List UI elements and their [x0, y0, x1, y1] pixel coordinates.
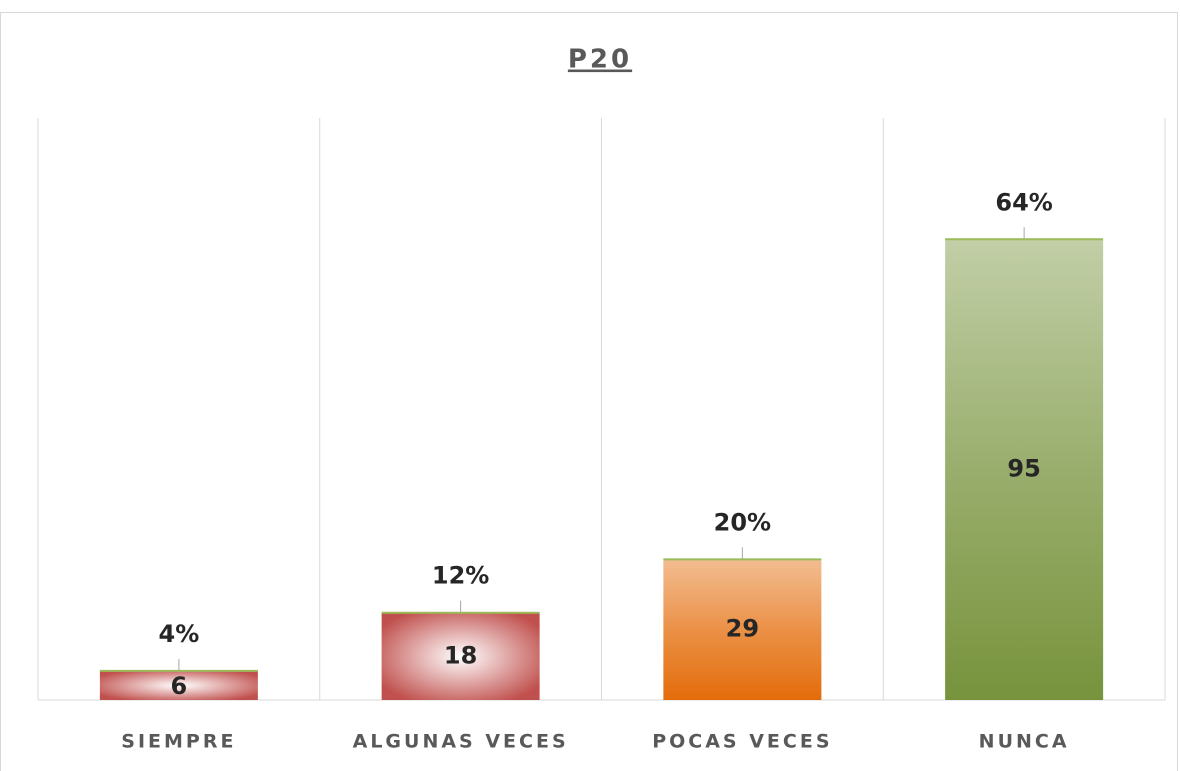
chart-title: P20	[568, 45, 632, 75]
bar-value-label: 18	[444, 641, 477, 669]
x-tick-label: ALGUNAS VECES	[353, 731, 569, 753]
bar-value-label: 95	[1007, 455, 1040, 483]
bar	[381, 612, 540, 700]
x-tick-label: POCAS VECES	[652, 731, 832, 753]
bar-value-label: 6	[171, 672, 188, 700]
percentage-label: 64%	[995, 188, 1052, 216]
percentage-label: 4%	[159, 620, 200, 648]
bar	[945, 239, 1104, 700]
x-tick-label: SIEMPRE	[121, 731, 236, 753]
bar-value-label: 29	[726, 615, 759, 643]
bar	[663, 559, 822, 700]
percentage-label: 12%	[432, 562, 489, 590]
x-tick-label: NUNCA	[979, 731, 1070, 753]
bar	[99, 670, 258, 700]
chart-frame	[0, 12, 1178, 771]
percentage-label: 20%	[714, 508, 771, 536]
